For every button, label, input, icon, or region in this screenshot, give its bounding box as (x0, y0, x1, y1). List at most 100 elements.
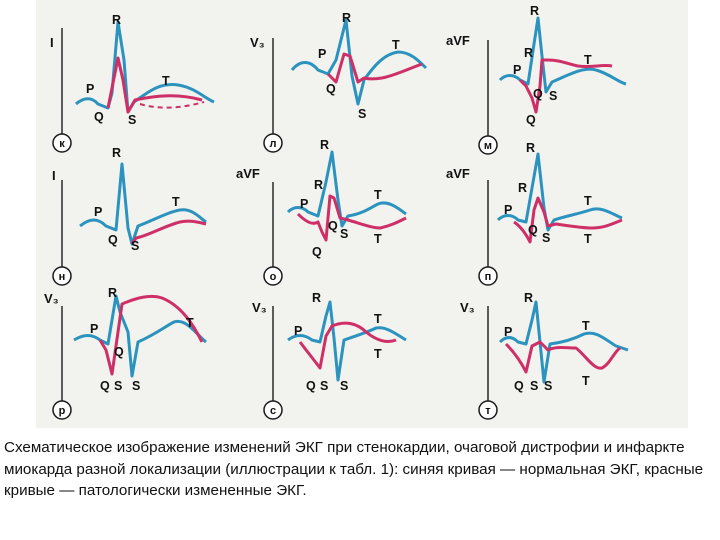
panel-id: р (59, 405, 66, 417)
wave-label-p: P (318, 47, 326, 61)
wave-label-q: Q (108, 233, 118, 247)
wave-label-t: T (172, 195, 180, 209)
wave-label-r-pathologic: R (518, 181, 527, 195)
panel-l: V₃ R P T Q S л (250, 11, 428, 153)
pathologic-ecg-curve (504, 340, 621, 374)
lead-label: I (50, 35, 54, 50)
panel-s: V₃ R P T T Q S S с (252, 291, 407, 420)
wave-label-p: P (86, 82, 94, 96)
lead-label: V₃ (252, 300, 267, 315)
panel-id: о (270, 271, 277, 283)
panel-badge (263, 266, 283, 286)
wave-label-t: T (584, 53, 592, 67)
normal-ecg-curve (286, 150, 407, 228)
normal-ecg-curve (79, 162, 207, 246)
wave-label-q-pathologic: Q (100, 379, 110, 393)
wave-label-s: S (131, 239, 139, 253)
panel-id: п (485, 271, 492, 283)
lead-label: aVF (236, 166, 260, 181)
wave-label-s: S (549, 89, 557, 103)
wave-label-s: S (340, 227, 348, 241)
lead-label: V₃ (44, 291, 59, 306)
wave-label-r-pathologic: R (314, 178, 323, 192)
wave-label-s: S (358, 107, 366, 121)
wave-label-q: Q (94, 110, 104, 124)
panel-n: I R P T Q S н (52, 146, 207, 286)
wave-label-r: R (342, 11, 351, 25)
normal-ecg-curve (287, 300, 407, 382)
pathologic-ecg-curve (513, 196, 623, 244)
wave-label-q: Q (528, 223, 538, 237)
wave-label-p: P (94, 205, 102, 219)
wave-label-s: S (320, 379, 328, 393)
wave-label-r: R (112, 13, 121, 27)
panel-id: с (270, 405, 276, 417)
wave-label-q: Q (514, 379, 524, 393)
wave-label-t: T (374, 188, 382, 202)
wave-label-t: T (584, 194, 592, 208)
panel-badge (478, 135, 498, 155)
wave-label-r: R (108, 286, 117, 300)
figure-caption: Схематическое изображение изменений ЭКГ … (4, 439, 704, 499)
wave-label-s-pathologic: S (340, 379, 348, 393)
wave-label-q: Q (114, 345, 124, 359)
panel-k: I R P Q S T к (50, 13, 215, 153)
wave-label-t-pathologic: T (582, 374, 590, 388)
wave-label-t-pathologic: T (374, 232, 382, 246)
wave-label-s: S (530, 379, 538, 393)
wave-label-p: P (504, 203, 512, 217)
wave-label-p: P (513, 63, 521, 77)
lead-label: V₃ (250, 35, 265, 50)
wave-label-t: T (374, 312, 382, 326)
wave-label-t-pathologic: T (374, 347, 382, 361)
panel-badge (52, 266, 72, 286)
pathologic-ecg-curve (518, 58, 613, 114)
panel-badge (478, 266, 498, 286)
wave-label-s-pathologic: S (544, 379, 552, 393)
pathologic-ecg-curve-dashed (139, 101, 205, 109)
wave-label-s: S (114, 379, 122, 393)
panel-m: aVF R R P T Q S Q м (446, 4, 627, 155)
panel-id: л (270, 138, 277, 150)
wave-label-r: R (320, 138, 329, 152)
normal-ecg-curve (498, 16, 627, 94)
wave-label-q-pathologic: Q (312, 245, 322, 259)
normal-ecg-curve (73, 294, 207, 378)
wave-label-p: P (90, 322, 98, 336)
wave-label-t-pathologic: T (584, 232, 592, 246)
panel-badge (478, 400, 498, 420)
panel-id: т (485, 405, 491, 417)
wave-label-r: R (112, 146, 121, 160)
wave-label-q-pathologic: Q (526, 113, 536, 127)
wave-label-q: Q (328, 219, 338, 233)
wave-label-r: R (526, 141, 535, 155)
panel-id: н (59, 271, 66, 283)
panel-id: м (484, 140, 492, 152)
normal-ecg-curve (290, 18, 428, 106)
normal-ecg-curve (498, 300, 629, 384)
wave-label-q: Q (326, 82, 336, 96)
wave-label-s: S (128, 113, 136, 127)
wave-label-p: P (504, 325, 512, 339)
panel-r: V₃ R P T Q Q S S р (44, 286, 207, 420)
pathologic-ecg-curve (98, 294, 204, 376)
wave-label-r: R (530, 4, 539, 18)
panel-o: aVF R R P T Q S T Q о (236, 138, 407, 286)
wave-label-t: T (162, 74, 170, 88)
panel-id: к (59, 138, 65, 150)
lead-label: aVF (446, 33, 470, 48)
pathologic-ecg-curve (326, 52, 423, 84)
panel-badge (52, 133, 72, 153)
pathologic-ecg-curve (296, 194, 407, 242)
wave-label-q: Q (533, 87, 543, 101)
lead-label: V₃ (460, 300, 475, 315)
panel-badge (263, 400, 283, 420)
panel-badge (52, 400, 72, 420)
wave-label-p: P (294, 324, 302, 338)
normal-ecg-curve (496, 152, 623, 232)
wave-label-s: S (542, 231, 550, 245)
ecg-figure: I R P Q S T к V₃ R P T Q S л (36, 0, 688, 428)
pathologic-ecg-curve (130, 219, 207, 245)
wave-label-r: R (312, 291, 321, 305)
wave-label-r-pathologic: R (524, 46, 533, 60)
